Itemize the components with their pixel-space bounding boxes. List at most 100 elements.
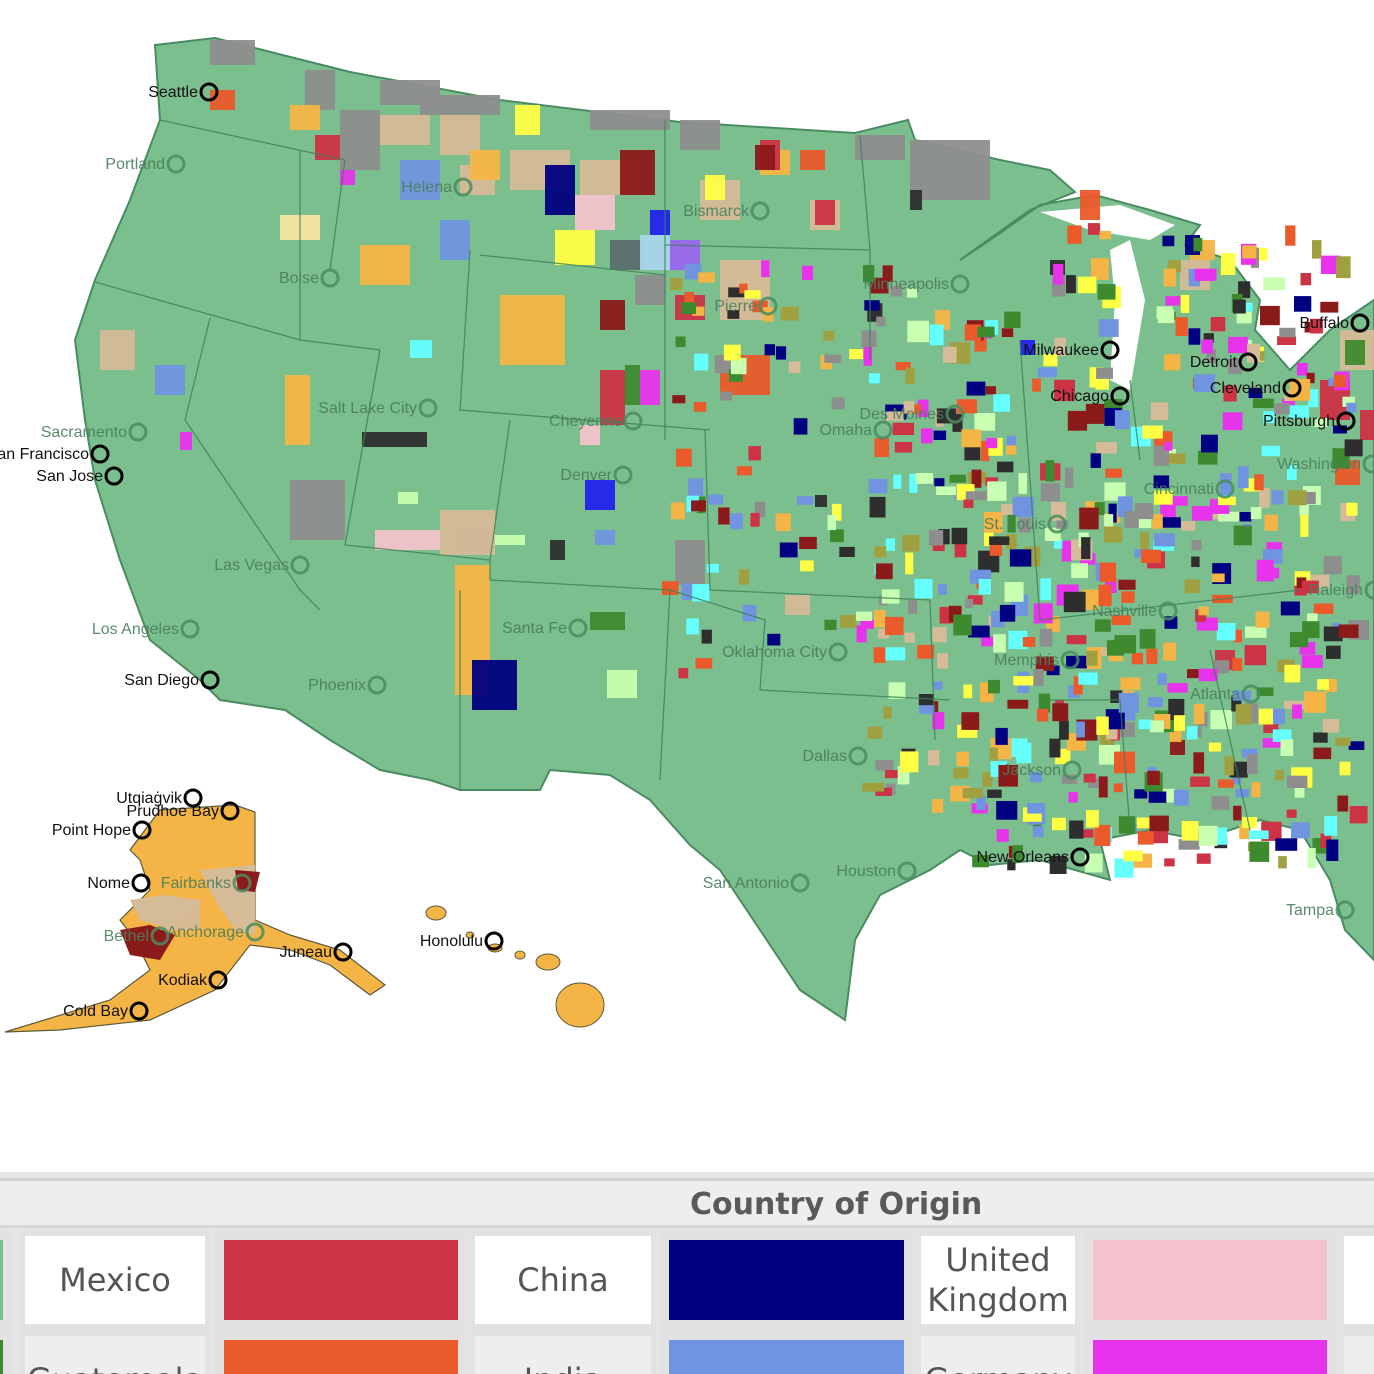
county-patch xyxy=(910,140,990,200)
city-label: Las Vegas xyxy=(214,557,289,574)
city-label: Atlanta xyxy=(1190,686,1240,703)
county-patch xyxy=(967,595,983,605)
county-patch xyxy=(1263,411,1276,424)
county-patch xyxy=(1142,425,1163,439)
state-border xyxy=(329,159,346,271)
county-patch xyxy=(590,110,670,130)
county-patch xyxy=(976,795,986,810)
county-patch xyxy=(839,546,855,557)
county-patch xyxy=(1191,539,1202,551)
county-patch xyxy=(1336,256,1351,279)
city-label: Buffalo xyxy=(1299,315,1349,332)
county-patch xyxy=(1252,398,1274,408)
state-border xyxy=(1209,649,1251,831)
county-patch xyxy=(802,265,813,280)
county-patch xyxy=(1300,273,1312,286)
city-marker: Detroit xyxy=(1190,352,1258,372)
county-patch xyxy=(1312,240,1322,259)
county-patch xyxy=(1032,378,1041,392)
county-patch xyxy=(1118,816,1136,834)
county-patch xyxy=(1008,630,1028,650)
county-patch xyxy=(1007,738,1028,757)
city-label: Memphis xyxy=(994,652,1059,669)
county-patch xyxy=(1292,704,1302,719)
county-patch xyxy=(1167,683,1188,693)
county-patch xyxy=(1006,445,1017,455)
county-patch xyxy=(1239,824,1251,839)
city-marker: Cheyenne xyxy=(549,411,643,431)
county-patch xyxy=(585,480,615,510)
city-marker: Omaha xyxy=(820,420,893,440)
county-patch xyxy=(1105,709,1125,730)
county-patch xyxy=(691,500,706,512)
city-circle-icon xyxy=(200,670,220,690)
city-circle-icon xyxy=(1336,411,1356,431)
county-patch xyxy=(1096,367,1113,379)
county-patch xyxy=(681,583,693,600)
county-patch xyxy=(1294,296,1312,312)
city-label: Pittsburgh xyxy=(1263,413,1335,430)
city-marker: Helena xyxy=(401,177,473,197)
county-patch xyxy=(1018,517,1031,533)
county-patch xyxy=(982,771,993,787)
county-patch xyxy=(1056,520,1069,529)
county-patch xyxy=(1001,504,1013,516)
county-patch xyxy=(1211,796,1230,810)
state-border xyxy=(1019,339,1041,621)
county-patch xyxy=(1131,652,1144,665)
county-patch xyxy=(1342,396,1355,407)
county-patch xyxy=(1286,775,1308,788)
county-patch xyxy=(1147,770,1160,785)
city-marker: Tampa xyxy=(1286,900,1355,920)
county-patch xyxy=(1344,439,1363,457)
county-patch xyxy=(875,760,894,771)
city-circle-icon xyxy=(484,931,504,951)
city-circle-icon xyxy=(131,873,151,893)
county-patch xyxy=(698,272,715,283)
county-patch xyxy=(914,579,933,599)
county-patch xyxy=(868,479,888,494)
city-label: Sacramento xyxy=(41,424,127,441)
city-marker: Raleigh xyxy=(1309,580,1374,600)
county-patch xyxy=(895,362,911,371)
state-border xyxy=(479,254,666,276)
city-label: Point Hope xyxy=(52,822,131,839)
county-patch xyxy=(1247,754,1258,774)
county-patch xyxy=(1233,629,1242,643)
county-patch xyxy=(961,429,982,448)
county-patch xyxy=(1272,729,1292,742)
city-label: Bethel xyxy=(104,928,149,945)
city-marker: Seattle xyxy=(148,82,219,102)
legend-swatch-fill xyxy=(0,1240,3,1320)
county-patch xyxy=(380,115,430,145)
county-patch xyxy=(755,145,775,170)
county-patch xyxy=(1223,385,1237,402)
hawaii-island xyxy=(465,931,475,939)
city-label: Nashville xyxy=(1092,603,1157,620)
county-patch xyxy=(965,598,974,608)
county-patch xyxy=(1018,473,1027,494)
city-label: Tampa xyxy=(1286,902,1334,919)
county-patch xyxy=(1299,495,1309,517)
county-patch xyxy=(180,432,192,450)
city-marker: New Orleans xyxy=(977,847,1090,867)
county-patch xyxy=(775,346,787,360)
city-circle-icon xyxy=(613,465,633,485)
city-marker: Portland xyxy=(105,154,186,174)
county-patch xyxy=(635,275,665,305)
county-patch xyxy=(640,370,660,405)
legend-swatch-fill xyxy=(669,1240,904,1320)
county-patch xyxy=(1085,403,1105,424)
county-patch xyxy=(1094,502,1105,516)
county-patch xyxy=(974,413,996,431)
city-label: Fairbanks xyxy=(161,875,231,892)
county-patch xyxy=(1275,770,1284,781)
county-patch xyxy=(1287,465,1297,481)
county-patch xyxy=(210,40,255,65)
city-circle-icon xyxy=(220,801,240,821)
city-marker: Honolulu xyxy=(420,931,504,951)
county-patch xyxy=(1038,693,1051,713)
county-patch xyxy=(1153,490,1173,505)
county-patch xyxy=(932,627,947,643)
county-patch xyxy=(692,306,705,316)
